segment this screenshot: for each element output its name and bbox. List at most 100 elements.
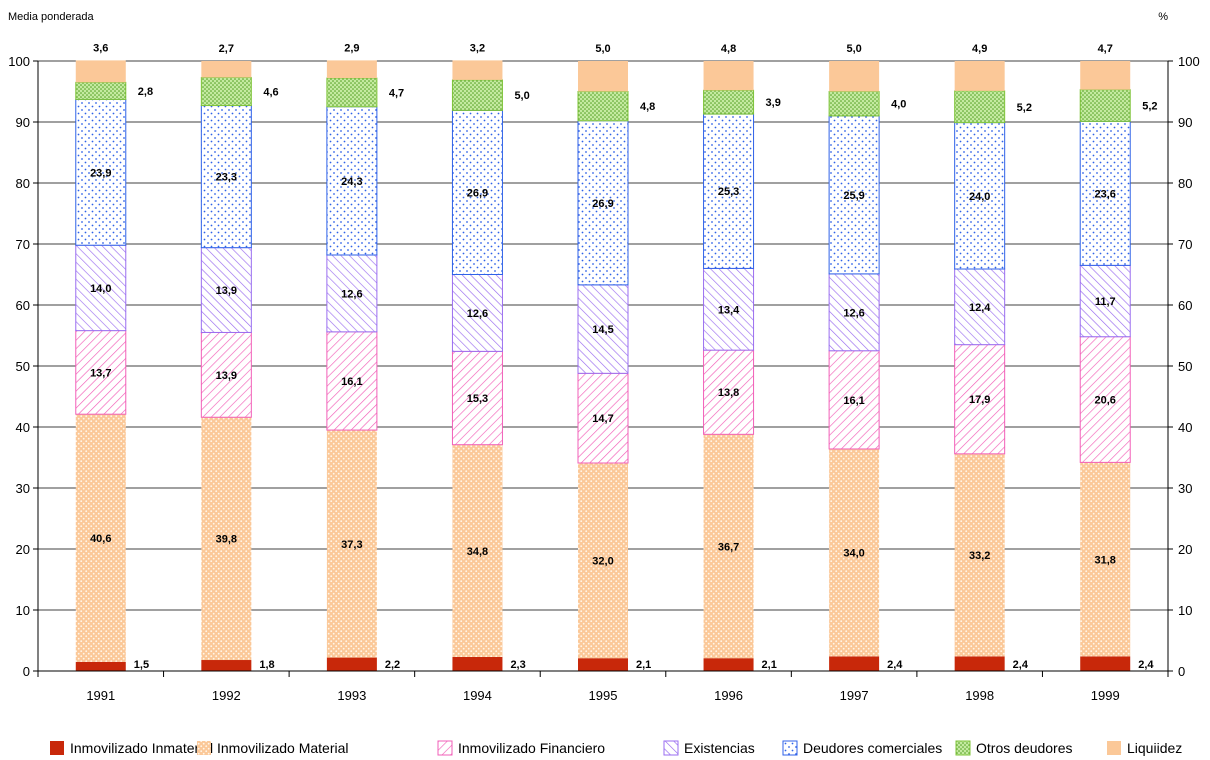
legend-label: Inmovilizado Inmaterial xyxy=(70,740,213,756)
data-label: 2,4 xyxy=(1138,659,1154,671)
bar-segment xyxy=(955,61,1005,91)
data-label: 13,4 xyxy=(718,304,740,316)
y-tick-label-left: 70 xyxy=(16,237,30,252)
data-label: 12,6 xyxy=(467,308,488,320)
data-label: 2,4 xyxy=(887,659,903,671)
legend: Inmovilizado Inmaterial Inmovilizado Mate… xyxy=(50,740,1182,756)
data-label: 33,2 xyxy=(969,550,990,562)
data-label: 16,1 xyxy=(843,395,864,407)
data-label: 13,7 xyxy=(90,367,111,379)
bar-segment xyxy=(201,660,251,671)
bar-segment xyxy=(578,658,628,671)
data-label: 20,6 xyxy=(1095,395,1116,407)
data-label: 1,5 xyxy=(134,659,149,671)
bar-segment xyxy=(452,657,502,671)
legend-label: Deudores comerciales xyxy=(803,740,942,756)
bar-segment xyxy=(201,61,251,77)
data-label: 34,8 xyxy=(467,546,488,558)
data-label: 2,9 xyxy=(344,42,359,54)
data-label: 26,9 xyxy=(467,187,488,199)
data-label: 32,0 xyxy=(592,556,613,568)
bar-segment xyxy=(452,60,502,80)
data-label: 3,6 xyxy=(93,42,108,54)
data-label: 4,7 xyxy=(1098,43,1113,55)
data-label: 17,9 xyxy=(969,394,990,406)
bar-segment xyxy=(829,92,879,116)
bar-segment xyxy=(704,658,754,671)
data-label: 23,3 xyxy=(216,172,237,184)
data-label: 14,7 xyxy=(592,413,613,425)
x-tick-label: 1998 xyxy=(965,688,994,703)
legend-label: Inmovilizado Material xyxy=(217,740,349,756)
y-tick-label-left: 20 xyxy=(16,542,30,557)
bar-segment xyxy=(578,92,628,121)
y-tick-label-right: 10 xyxy=(1178,603,1192,618)
data-label: 2,3 xyxy=(510,659,525,671)
bar-segment xyxy=(201,77,251,105)
y-tick-label-left: 80 xyxy=(16,176,30,191)
y-tick-label-left: 50 xyxy=(16,359,30,374)
bar-segment xyxy=(1080,61,1130,90)
legend-label: Existencias xyxy=(684,740,755,756)
data-label: 12,4 xyxy=(969,302,991,314)
data-label: 4,9 xyxy=(972,43,987,55)
data-label: 26,9 xyxy=(592,198,613,210)
data-label: 40,6 xyxy=(90,533,111,545)
data-label: 39,8 xyxy=(216,534,237,546)
bar-segment xyxy=(327,658,377,671)
data-label: 13,9 xyxy=(216,285,237,297)
y-tick-label-left: 60 xyxy=(16,298,30,313)
y-tick-label-right: 0 xyxy=(1178,664,1185,679)
x-tick-label: 1994 xyxy=(463,688,492,703)
legend-swatch xyxy=(50,741,64,755)
data-label: 2,2 xyxy=(385,659,400,671)
legend-swatch xyxy=(197,741,211,755)
y-tick-label-left: 30 xyxy=(16,481,30,496)
y-tick-label-right: 30 xyxy=(1178,481,1192,496)
legend-swatch xyxy=(783,741,797,755)
y-tick-label-right: 70 xyxy=(1178,237,1192,252)
data-label: 5,0 xyxy=(595,43,610,55)
bar-segment xyxy=(955,91,1005,123)
legend-swatch xyxy=(664,741,678,755)
bar-segment xyxy=(327,60,377,78)
bars xyxy=(76,60,1130,671)
data-label: 5,0 xyxy=(514,90,529,102)
data-label: 23,6 xyxy=(1095,188,1116,200)
y-tick-label-right: 90 xyxy=(1178,115,1192,130)
x-tick-label: 1997 xyxy=(840,688,869,703)
data-label: 5,0 xyxy=(846,43,861,55)
bar-segment xyxy=(452,80,502,111)
data-label: 23,9 xyxy=(90,167,111,179)
data-label: 25,9 xyxy=(843,190,864,202)
bar-segment xyxy=(578,61,628,92)
data-label: 25,3 xyxy=(718,186,739,198)
data-label: 4,8 xyxy=(721,43,736,55)
data-label: 31,8 xyxy=(1095,554,1116,566)
right-caption: % xyxy=(1158,11,1168,23)
bar-segment xyxy=(1080,90,1130,122)
data-label: 2,1 xyxy=(762,659,777,671)
bar-segment xyxy=(76,662,126,671)
y-tick-label-left: 40 xyxy=(16,420,30,435)
data-label: 4,0 xyxy=(891,99,906,111)
data-label: 12,6 xyxy=(341,288,362,300)
bar-segment xyxy=(76,82,126,99)
bar-segment xyxy=(327,78,377,107)
data-label: 5,2 xyxy=(1017,102,1032,114)
bar-segment xyxy=(704,61,754,90)
y-tick-label-left: 0 xyxy=(23,664,30,679)
data-label: 12,6 xyxy=(843,307,864,319)
legend-label: Inmovilizado Financiero xyxy=(458,740,605,756)
bar-segment xyxy=(829,656,879,671)
data-label: 37,3 xyxy=(341,539,362,551)
x-tick-label: 1995 xyxy=(589,688,618,703)
bar-segment xyxy=(76,60,126,82)
data-label: 24,0 xyxy=(969,191,990,203)
data-label: 14,5 xyxy=(592,324,613,336)
data-label: 2,4 xyxy=(1013,659,1029,671)
data-label: 1,8 xyxy=(259,659,274,671)
bar-segment xyxy=(704,90,754,114)
y-tick-label-right: 60 xyxy=(1178,298,1192,313)
